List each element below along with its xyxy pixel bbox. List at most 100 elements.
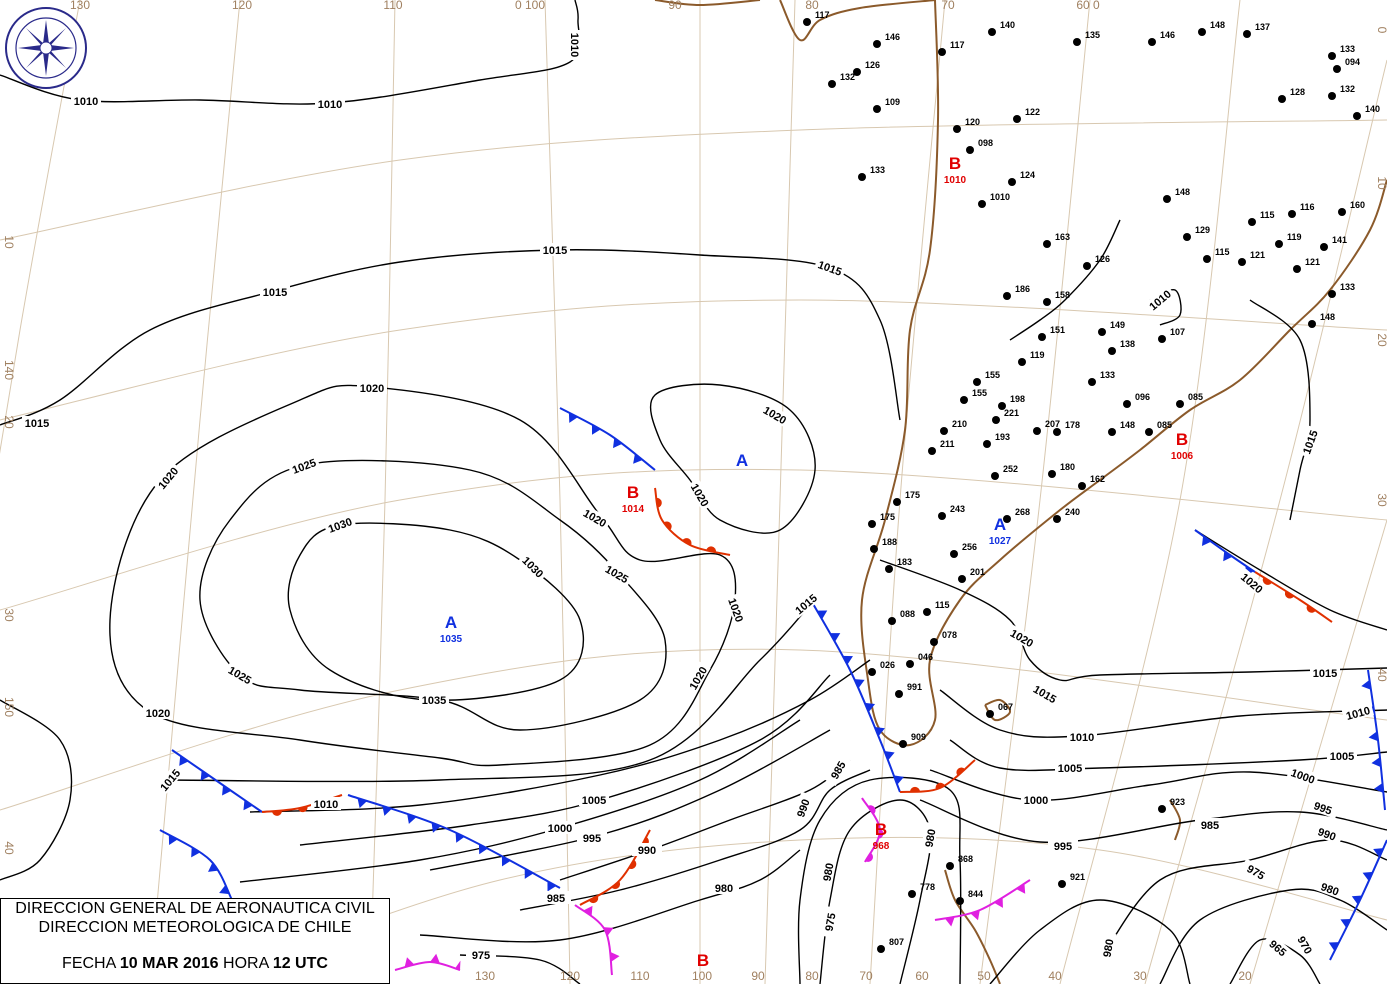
isobar-label-bg [1021,793,1051,806]
isobar-label: 1000 [548,823,572,835]
station-pressure: 175 [905,490,920,500]
station-marker [930,638,938,646]
graticule-label-right: 40 [1375,668,1387,682]
graticule-label-left: 150 [2,697,16,717]
high-pressure-center-letter: A [994,515,1006,534]
low-pressure-center-letter: B [697,951,709,970]
meridian-line [1249,519,1387,984]
station-marker [1198,28,1206,36]
fronts [159,407,1387,976]
cold-front-triangle [455,960,461,970]
station-pressure: 188 [882,537,897,547]
graticule-label-top: 0 100 [515,0,545,12]
station-marker [1288,210,1296,218]
station-marker [873,105,881,113]
station-pressure: 140 [1000,20,1015,30]
isobar-label: 1020 [761,405,788,428]
station-pressure: 109 [885,97,900,107]
station-pressure: 078 [942,630,957,640]
isobar-line [879,559,1387,682]
isobar-label-bg [632,843,662,856]
station-pressure: 180 [1060,462,1075,472]
isobar-line [429,729,831,871]
dmc-logo [4,6,88,90]
isobar-label: 1020 [1008,628,1035,651]
station-pressure: 923 [1170,797,1185,807]
station-pressure: 268 [1015,507,1030,517]
station-marker [946,862,954,870]
station-marker [888,617,896,625]
station-pressure: 119 [1287,232,1302,242]
meridian-line [544,0,571,984]
low-pressure-center-letter: B [1176,430,1188,449]
graticule-label-right: 10 [1375,176,1387,190]
isobar-label-bg [311,797,341,810]
cold-front-triangle [243,799,253,811]
isobar-label-bg [1067,730,1097,743]
station-marker [1053,428,1061,436]
station-marker [950,550,958,558]
pressure-center-value: 1010 [944,175,967,186]
station-pressure: 146 [885,32,900,42]
isobar-label: 1000 [1289,767,1316,787]
station-marker [940,427,948,435]
pressure-center-value: 1035 [440,634,463,645]
cold-front-triangle [382,805,392,816]
isobar-label-bg [540,243,570,256]
station-marker [1083,262,1091,270]
station-marker [803,18,811,26]
station-pressure: 198 [1010,394,1025,404]
parallel-line [0,468,1387,611]
isobar-label: 1000 [1024,795,1048,807]
warm-front-semicircle [909,786,920,792]
station-pressure: 129 [1195,225,1210,235]
cold-front-triangle [1328,942,1340,952]
station-pressure: 133 [870,165,885,175]
station-marker [853,68,861,76]
station-marker [938,512,946,520]
station-marker [978,200,986,208]
coastline-segment [654,0,761,7]
isobar-label-bg [820,906,839,938]
low-pressure-center-letter: B [949,154,961,173]
chart-hour: 12 UTC [272,955,328,972]
isobar-label-bg [818,856,837,888]
isobar-label-bg [1286,764,1320,787]
station-marker [1053,515,1061,523]
isobar-label-bg [419,693,449,706]
station-marker [928,447,936,455]
graticule-label-bottom: 30 [1133,969,1147,983]
graticule-label-bottom: 40 [1048,969,1062,983]
caption-date-line: FECHA 10 MAR 2016 HORA 12 UTC [1,954,389,973]
station-pressure: 148 [1320,312,1335,322]
station-marker [885,565,893,573]
station-pressure: 240 [1065,507,1080,517]
station-marker [868,668,876,676]
graticule-label-top: 120 [232,0,252,12]
station-pressure: 155 [985,370,1000,380]
graticule-label-right: 0 [1375,27,1387,34]
station-pressure: 256 [962,542,977,552]
isobar-label: 1020 [146,708,170,720]
isobar-label-bg [1262,932,1294,963]
isobar-label: 990 [1316,826,1337,844]
cold-front-triangle [610,951,620,962]
warm-front-semicircle [865,852,873,862]
isobar-label-bg [1098,932,1117,964]
cold-front-triangle [1368,731,1379,742]
occluded-front [574,904,613,976]
isobar-label: 990 [795,798,813,819]
isobar-label: 1025 [603,564,630,587]
station-pressure: 193 [995,432,1010,442]
isobar-line [1009,219,1121,341]
station-marker [1243,30,1251,38]
isobar-label-bg [759,401,792,428]
isobar-label: 1005 [582,795,606,807]
station-pressure: 252 [1003,464,1018,474]
station-marker [986,710,994,718]
coastline [654,0,1387,984]
meridian-line [764,0,796,984]
station-pressure: 778 [920,882,935,892]
